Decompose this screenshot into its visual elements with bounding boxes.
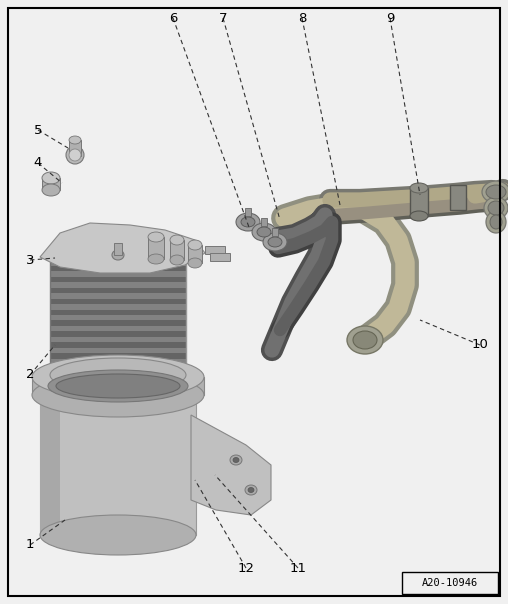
Bar	[114, 243, 122, 255]
Bar	[50, 304, 186, 310]
Bar	[50, 348, 186, 354]
Bar	[50, 342, 186, 349]
Ellipse shape	[241, 217, 255, 227]
Ellipse shape	[245, 485, 257, 495]
Bar	[50, 337, 186, 343]
Bar	[205, 246, 225, 254]
Ellipse shape	[32, 373, 204, 417]
Bar	[50, 359, 186, 365]
Ellipse shape	[48, 370, 188, 402]
Ellipse shape	[482, 181, 508, 203]
Ellipse shape	[484, 197, 508, 219]
Ellipse shape	[112, 250, 124, 260]
Ellipse shape	[154, 383, 162, 389]
Ellipse shape	[268, 237, 282, 247]
Text: 5: 5	[34, 123, 42, 137]
Bar	[402, 572, 498, 594]
Bar	[50, 277, 186, 283]
Text: 9: 9	[386, 11, 394, 25]
Text: 12: 12	[238, 562, 255, 574]
Bar	[50, 321, 186, 326]
Bar	[50, 370, 186, 376]
Ellipse shape	[488, 201, 504, 215]
Ellipse shape	[248, 487, 254, 492]
Ellipse shape	[50, 238, 186, 272]
Ellipse shape	[74, 383, 82, 389]
Ellipse shape	[32, 355, 204, 399]
Ellipse shape	[233, 457, 239, 463]
Ellipse shape	[486, 211, 506, 233]
Text: 1: 1	[26, 539, 34, 551]
Ellipse shape	[263, 233, 287, 251]
Ellipse shape	[148, 232, 164, 242]
Bar	[410, 188, 428, 216]
Ellipse shape	[174, 383, 182, 389]
Ellipse shape	[410, 183, 428, 193]
Ellipse shape	[69, 149, 81, 161]
Text: 4: 4	[34, 156, 42, 170]
Bar	[245, 208, 251, 216]
Bar	[42, 178, 60, 190]
Bar	[148, 237, 164, 259]
Bar	[50, 288, 186, 294]
Bar	[50, 255, 186, 261]
Bar	[32, 377, 204, 395]
Ellipse shape	[42, 184, 60, 196]
Ellipse shape	[188, 258, 202, 268]
Bar	[261, 218, 267, 226]
Ellipse shape	[69, 136, 81, 144]
Text: A20-10946: A20-10946	[422, 578, 478, 588]
Ellipse shape	[54, 383, 62, 389]
Polygon shape	[40, 385, 60, 535]
Bar	[50, 298, 186, 304]
Text: 8: 8	[298, 11, 306, 25]
Bar	[50, 326, 186, 332]
Bar	[50, 293, 186, 299]
Ellipse shape	[188, 240, 202, 250]
Text: 7: 7	[219, 11, 227, 25]
Bar	[210, 253, 230, 261]
Bar	[450, 185, 466, 210]
Text: 6: 6	[169, 11, 177, 25]
Ellipse shape	[486, 185, 506, 199]
Text: 3: 3	[26, 254, 34, 266]
Bar	[50, 309, 186, 315]
Bar	[50, 282, 186, 288]
Bar	[50, 332, 186, 337]
Ellipse shape	[56, 374, 180, 398]
Text: 11: 11	[290, 562, 306, 574]
Polygon shape	[40, 385, 196, 535]
Ellipse shape	[40, 515, 196, 555]
Bar	[50, 271, 186, 277]
Ellipse shape	[170, 235, 184, 245]
Ellipse shape	[230, 455, 242, 465]
Ellipse shape	[50, 358, 186, 392]
Text: 2: 2	[26, 368, 34, 382]
Polygon shape	[40, 223, 205, 273]
Bar	[50, 364, 186, 370]
Ellipse shape	[257, 227, 271, 237]
Ellipse shape	[170, 255, 184, 265]
Text: 10: 10	[471, 338, 488, 352]
Ellipse shape	[490, 215, 502, 229]
Ellipse shape	[236, 213, 260, 231]
Ellipse shape	[42, 172, 60, 184]
Bar	[170, 240, 184, 260]
Bar	[50, 315, 186, 321]
Bar	[50, 353, 186, 359]
Ellipse shape	[410, 211, 428, 221]
Bar	[272, 228, 278, 236]
Ellipse shape	[148, 254, 164, 264]
Bar	[69, 140, 81, 156]
Bar	[50, 266, 186, 272]
Bar	[188, 245, 202, 263]
Ellipse shape	[353, 331, 377, 349]
Bar	[50, 260, 186, 266]
Ellipse shape	[66, 146, 84, 164]
Polygon shape	[191, 415, 271, 515]
Bar	[50, 370, 186, 380]
Ellipse shape	[252, 223, 276, 241]
Ellipse shape	[347, 326, 383, 354]
